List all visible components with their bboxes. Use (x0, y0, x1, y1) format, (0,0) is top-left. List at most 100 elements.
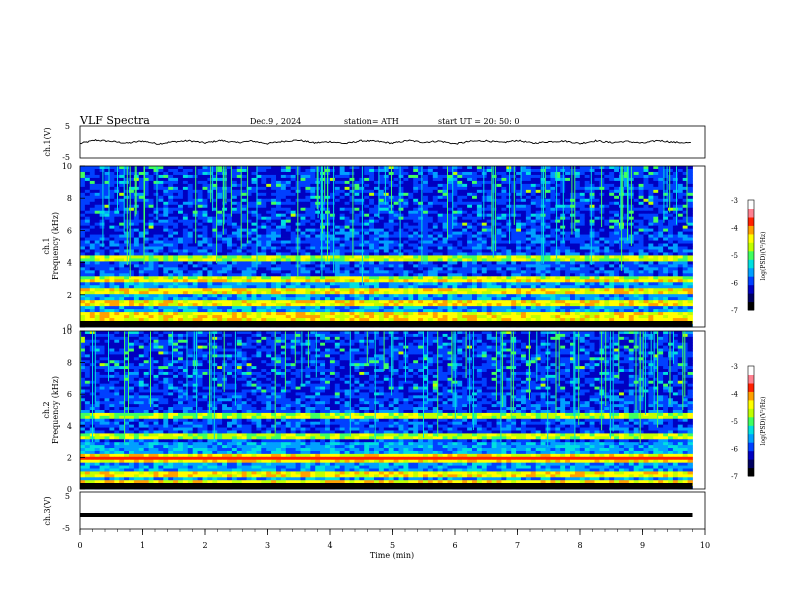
ch1-spec-cell (579, 249, 586, 253)
ch1-spec-cell (672, 270, 679, 274)
ch1-spec-cell (398, 240, 404, 244)
ch1-spec-cell (604, 180, 610, 185)
ch1-spec-cell (138, 213, 145, 218)
ch1-spec-cell (496, 198, 502, 203)
ch1-spec-cell (609, 240, 615, 244)
ch1-spec-cell (153, 166, 159, 170)
ch1-spec-cell (153, 276, 159, 280)
ch1-spec-cell (594, 186, 600, 191)
ch1-spec-cell (511, 255, 517, 259)
ch1-spec-cell (369, 207, 375, 212)
ch1-spec-cell (403, 222, 409, 227)
ch1-spec-cell (163, 222, 169, 227)
ch1-spec-cell (570, 276, 576, 280)
ch1-spec-cell (427, 243, 434, 247)
ch1-spec-cell (525, 195, 532, 200)
ch1-spec-cell (80, 270, 86, 274)
ch1-spec-cell (663, 222, 669, 227)
ch1-spec-cell (457, 204, 463, 209)
ch1-spec-cell (109, 240, 115, 244)
ch1-spec-cell (212, 252, 218, 256)
ch1-spec-cell (378, 210, 385, 215)
ch1-spec-cell (550, 168, 556, 173)
ch1-spec-cell (663, 276, 669, 280)
ch1-spec-cell (158, 231, 164, 235)
ch1-spec-cell (217, 207, 223, 212)
ch1-spec-cell (550, 246, 556, 250)
ch1-spec-cell (530, 282, 537, 286)
ch1-spec-cell (663, 195, 669, 200)
ch1-spec-cell (545, 273, 551, 277)
ch1-spec-cell (579, 258, 586, 262)
ch1-spec-cell (173, 270, 179, 274)
ch1-spec-cell (565, 270, 571, 274)
ch1-spec-cell (119, 237, 125, 241)
ch1-spec-cell (124, 216, 130, 221)
ch1-spec-cell (80, 201, 86, 206)
ch1-spec-cell (633, 231, 639, 235)
ch1-spec-cell (594, 225, 600, 230)
ch1-spec-cell (388, 228, 394, 232)
ch1-spec-cell (594, 234, 600, 238)
ch1-spec-cell (535, 189, 541, 194)
ch1-spec-cell (310, 168, 316, 173)
ch1-spec-cell (408, 240, 414, 244)
ch1-spec-cell (672, 279, 679, 283)
ch1-spec-cell (452, 166, 458, 170)
ch1-spec-cell (418, 168, 424, 173)
ch1-spec-cell (354, 195, 360, 200)
ch1-spec-cell (555, 282, 561, 286)
ch1-spec-cell (672, 252, 679, 256)
ch1-spec-cell (398, 210, 404, 215)
ch1-spec-cell (609, 192, 615, 197)
ch1-spec-cell (599, 234, 605, 238)
ch1-spec-cell (511, 249, 517, 253)
ch1-spec-cell (550, 282, 556, 286)
ch1-spec-cell (158, 177, 164, 182)
ch1-spec-cell (241, 189, 247, 194)
ch1-spec-cell (594, 267, 600, 271)
ch1-spec-cell (129, 207, 135, 212)
ch1-spec-cell (594, 243, 600, 247)
ch1-spec-cell (261, 237, 267, 241)
ch1-spec-cell (84, 204, 91, 209)
ch1-spec-cell (143, 171, 149, 176)
ch1-spec-cell (374, 174, 380, 179)
ch1-spec-cell (643, 189, 649, 194)
ch1-spec-cell (256, 180, 262, 185)
ch1-spec-cell (182, 234, 189, 238)
ch1-spec-cell (516, 270, 522, 274)
ch1-spec-cell (418, 189, 424, 194)
ch1-spec-cell (486, 186, 492, 191)
ch1-spec-cell (609, 204, 615, 209)
ch1-spec-cell (609, 249, 615, 253)
ch1-spec-cell (104, 249, 110, 253)
ch1-spec-cell (472, 180, 478, 185)
ch1-spec-cell (570, 225, 576, 230)
ch1-spec-cell (408, 186, 414, 191)
ch1-spec-cell (550, 279, 556, 283)
ch1-spec-cell (241, 216, 247, 221)
ch1-spec-cell (339, 273, 345, 277)
ch1-spec-cell (447, 267, 453, 271)
ch1-spec-cell (251, 204, 257, 209)
ch1-spec-cell (222, 234, 228, 238)
ch1-spec-cell (227, 264, 233, 268)
ch1-spec-cell (207, 225, 213, 230)
ch1-spec-cell (687, 210, 693, 215)
ch1-spec-cell (555, 198, 561, 203)
ch1-spec-cell (403, 213, 409, 218)
ch1-spec-cell (334, 234, 341, 238)
ch1-spec-cell (231, 264, 238, 268)
ch1-spec-cell (555, 171, 561, 176)
ch1-spec-cell (300, 171, 306, 176)
ch1-spec-cell (300, 174, 306, 179)
ch1-spec-cell (148, 183, 154, 188)
ch1-spec-cell (525, 252, 532, 256)
ch1-spec-cell (668, 177, 674, 182)
ch1-spec-cell (525, 276, 532, 280)
ch1-spec-cell (334, 186, 341, 191)
ch1-spec-cell (246, 186, 252, 191)
ch1-spec-cell (290, 192, 296, 197)
ch1-spec-cell (236, 246, 243, 250)
